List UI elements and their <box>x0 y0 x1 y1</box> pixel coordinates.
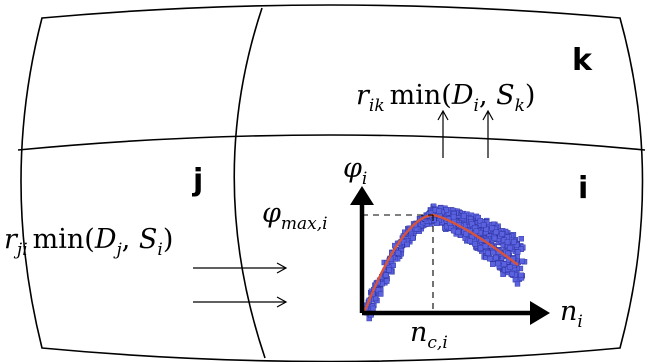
scatter-point <box>487 256 493 262</box>
scatter-point <box>485 250 491 256</box>
scatter-point <box>410 235 416 241</box>
scatter-point <box>384 278 390 284</box>
scatter-point <box>431 216 437 223</box>
scatter-point <box>467 238 473 244</box>
fundamental-diagram-curve <box>362 213 519 314</box>
scatter-point <box>507 264 513 270</box>
scatter-point <box>507 245 513 251</box>
scatter-point <box>434 220 440 227</box>
density-scatter <box>362 203 528 322</box>
horizontal-boundary <box>17 134 646 151</box>
inflow-from-j-label: rji min(Dj, Si) <box>4 224 173 260</box>
region-label-j: j <box>192 163 203 198</box>
scatter-point <box>493 254 499 261</box>
phi-max-label: φmax,i <box>262 198 328 234</box>
scatter-point <box>489 225 495 231</box>
scatter-point <box>386 267 392 273</box>
scatter-point <box>404 241 410 248</box>
scatter-point <box>463 231 469 237</box>
scatter-point <box>477 245 484 251</box>
scatter-point <box>518 272 524 278</box>
scatter-point <box>513 242 520 248</box>
scatter-point <box>378 291 384 297</box>
scatter-point <box>472 240 478 247</box>
scatter-point <box>450 227 457 234</box>
inflow-arrows <box>193 262 288 308</box>
scatter-point <box>480 222 487 228</box>
scatter-point <box>493 229 499 235</box>
outflow-arrows <box>437 109 494 158</box>
outflow-to-k-label: rik min(Di, Sk) <box>356 80 535 116</box>
region-label-i: i <box>578 171 588 206</box>
scatter-point <box>490 249 496 256</box>
scatter-point <box>511 238 517 245</box>
scatter-point <box>495 260 501 267</box>
scatter-point <box>514 281 521 287</box>
x-axis-label: ni <box>560 296 583 332</box>
y-axis-label: φi <box>343 153 367 189</box>
scatter-point <box>504 239 511 245</box>
scatter-point <box>477 217 484 224</box>
scatter-point <box>519 258 525 264</box>
plot-axes <box>350 186 550 325</box>
critical-density-label: nc,i <box>410 317 448 353</box>
peak-marker-lines <box>362 214 434 313</box>
scatter-point <box>490 261 496 267</box>
scatter-point <box>450 213 457 220</box>
region-label-k: k <box>572 43 593 78</box>
scatter-point <box>515 249 521 255</box>
vertical-boundary <box>233 7 266 359</box>
scatter-point <box>499 231 505 237</box>
scatter-point <box>491 235 498 242</box>
scatter-point <box>505 250 511 257</box>
scatter-point <box>370 305 376 312</box>
scatter-point <box>436 208 442 214</box>
scatter-point <box>473 228 480 234</box>
scatter-point <box>395 249 401 256</box>
scatter-point <box>461 212 467 219</box>
scatter-point <box>518 235 524 242</box>
scatter-point <box>383 272 389 278</box>
scatter-point <box>455 229 461 235</box>
scatter-point <box>501 261 507 267</box>
scatter-point <box>400 238 407 245</box>
scatter-point <box>509 271 515 277</box>
scatter-point <box>482 243 489 250</box>
region-frame <box>20 4 644 362</box>
